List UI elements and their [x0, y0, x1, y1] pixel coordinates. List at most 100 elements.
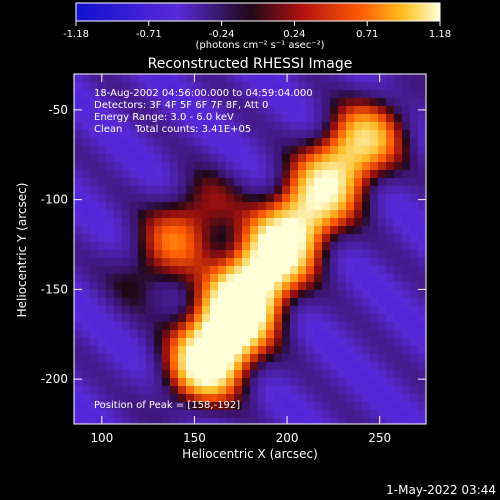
heatmap-cell [378, 386, 386, 394]
heatmap-cell [74, 274, 82, 282]
heatmap-cell [314, 274, 322, 282]
heatmap-cell [194, 386, 202, 394]
heatmap-cell [242, 74, 250, 82]
heatmap-cell [162, 226, 170, 234]
heatmap-cell [402, 114, 410, 122]
heatmap-cell [386, 122, 394, 130]
heatmap-cell [210, 354, 218, 362]
heatmap-cell [410, 122, 418, 130]
heatmap-cell [274, 418, 282, 424]
heatmap-cell [234, 194, 242, 202]
heatmap-cell [194, 194, 202, 202]
heatmap-cell [394, 394, 402, 402]
heatmap-cell [370, 258, 378, 266]
heatmap-cell [202, 418, 210, 424]
heatmap-cell [394, 114, 402, 122]
heatmap-cell [122, 418, 130, 424]
heatmap-cell [74, 122, 82, 130]
heatmap-cell [130, 418, 138, 424]
heatmap-cell [258, 130, 266, 138]
heatmap-cell [202, 274, 210, 282]
heatmap-cell [234, 410, 242, 418]
heatmap-cell [354, 410, 362, 418]
heatmap-cell [410, 338, 418, 346]
heatmap-cell [82, 162, 90, 170]
heatmap-cell [386, 138, 394, 146]
heatmap-cell [306, 346, 314, 354]
heatmap-cell [170, 266, 178, 274]
heatmap-cell [330, 266, 338, 274]
heatmap-cell [138, 418, 146, 424]
heatmap-cell [106, 282, 114, 290]
heatmap-cell [314, 418, 322, 424]
heatmap-cell [282, 274, 290, 282]
heatmap-cell [162, 370, 170, 378]
heatmap-cell [250, 250, 258, 258]
heatmap-cell [154, 122, 162, 130]
heatmap-cell [386, 74, 394, 82]
heatmap-cell [362, 234, 370, 242]
heatmap-cell [274, 122, 282, 130]
heatmap-cell [410, 418, 418, 424]
heatmap-cell [154, 138, 162, 146]
heatmap-cell [130, 138, 138, 146]
heatmap-cell [266, 378, 274, 386]
heatmap-cell [306, 226, 314, 234]
heatmap-cell [410, 202, 418, 210]
heatmap-cell [202, 186, 210, 194]
x-tick-label: 250 [368, 431, 391, 445]
heatmap-cell [82, 394, 90, 402]
heatmap-cell [258, 90, 266, 98]
heatmap-cell [170, 346, 178, 354]
heatmap-cell [266, 370, 274, 378]
heatmap-cell [274, 154, 282, 162]
heatmap-cell [202, 362, 210, 370]
heatmap-cell [338, 138, 346, 146]
heatmap-cell [346, 234, 354, 242]
heatmap-cell [138, 362, 146, 370]
heatmap-cell [362, 290, 370, 298]
heatmap-cell [186, 170, 194, 178]
heatmap-cell [234, 178, 242, 186]
heatmap-cell [362, 306, 370, 314]
heatmap-cell [146, 162, 154, 170]
heatmap-cell [162, 154, 170, 162]
heatmap-cell [242, 218, 250, 226]
heatmap-cell [330, 226, 338, 234]
heatmap-cell [130, 362, 138, 370]
heatmap-cell [274, 170, 282, 178]
heatmap-cell [90, 306, 98, 314]
heatmap-cell [170, 106, 178, 114]
heatmap-cell [314, 98, 322, 106]
heatmap-cell [218, 122, 226, 130]
heatmap-cell [338, 346, 346, 354]
heatmap-cell [338, 394, 346, 402]
heatmap-cell [314, 250, 322, 258]
heatmap-cell [122, 290, 130, 298]
heatmap-cell [290, 282, 298, 290]
heatmap-cell [218, 410, 226, 418]
heatmap-cell [146, 90, 154, 98]
heatmap-cell [322, 362, 330, 370]
heatmap-cell [282, 330, 290, 338]
heatmap-cell [122, 218, 130, 226]
heatmap-cell [410, 410, 418, 418]
heatmap-cell [82, 74, 90, 82]
heatmap-cell [242, 226, 250, 234]
heatmap-cell [170, 362, 178, 370]
heatmap-cell [170, 306, 178, 314]
heatmap-cell [146, 178, 154, 186]
heatmap-cell [346, 74, 354, 82]
heatmap-cell [138, 258, 146, 266]
heatmap-cell [354, 258, 362, 266]
heatmap-cell [242, 274, 250, 282]
heatmap-cell [162, 90, 170, 98]
heatmap-cell [378, 74, 386, 82]
heatmap-cell [274, 258, 282, 266]
heatmap-cell [266, 218, 274, 226]
heatmap-cell [130, 274, 138, 282]
heatmap-cell [82, 330, 90, 338]
heatmap-cell [186, 90, 194, 98]
heatmap-cell [314, 346, 322, 354]
heatmap-cell [82, 298, 90, 306]
